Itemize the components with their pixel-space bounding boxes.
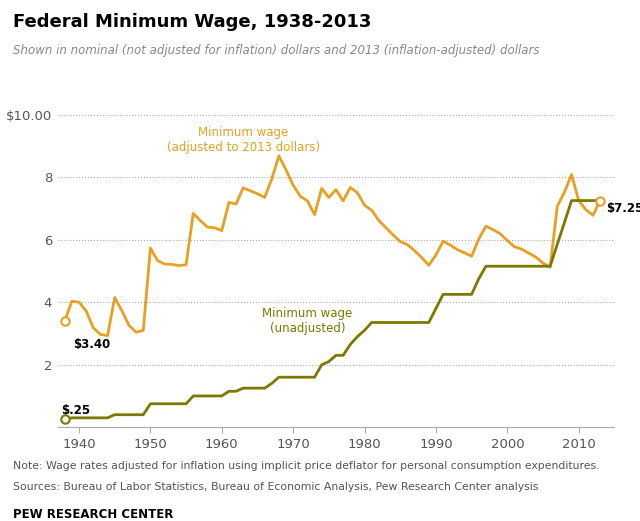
Text: PEW RESEARCH CENTER: PEW RESEARCH CENTER — [13, 508, 173, 521]
Text: $3.40: $3.40 — [74, 338, 111, 351]
Text: Minimum wage
(adjusted to 2013 dollars): Minimum wage (adjusted to 2013 dollars) — [166, 126, 320, 154]
Text: Minimum wage
(unadjusted): Minimum wage (unadjusted) — [262, 307, 353, 335]
Text: Note: Wage rates adjusted for inflation using implicit price deflator for person: Note: Wage rates adjusted for inflation … — [13, 461, 599, 471]
Text: $7.25: $7.25 — [606, 202, 640, 215]
Text: $.25: $.25 — [61, 404, 90, 416]
Text: Sources: Bureau of Labor Statistics, Bureau of Economic Analysis, Pew Research C: Sources: Bureau of Labor Statistics, Bur… — [13, 482, 538, 492]
Text: Shown in nominal (not adjusted for inflation) dollars and 2013 (inflation-adjust: Shown in nominal (not adjusted for infla… — [13, 44, 540, 57]
Text: Federal Minimum Wage, 1938-2013: Federal Minimum Wage, 1938-2013 — [13, 13, 371, 31]
